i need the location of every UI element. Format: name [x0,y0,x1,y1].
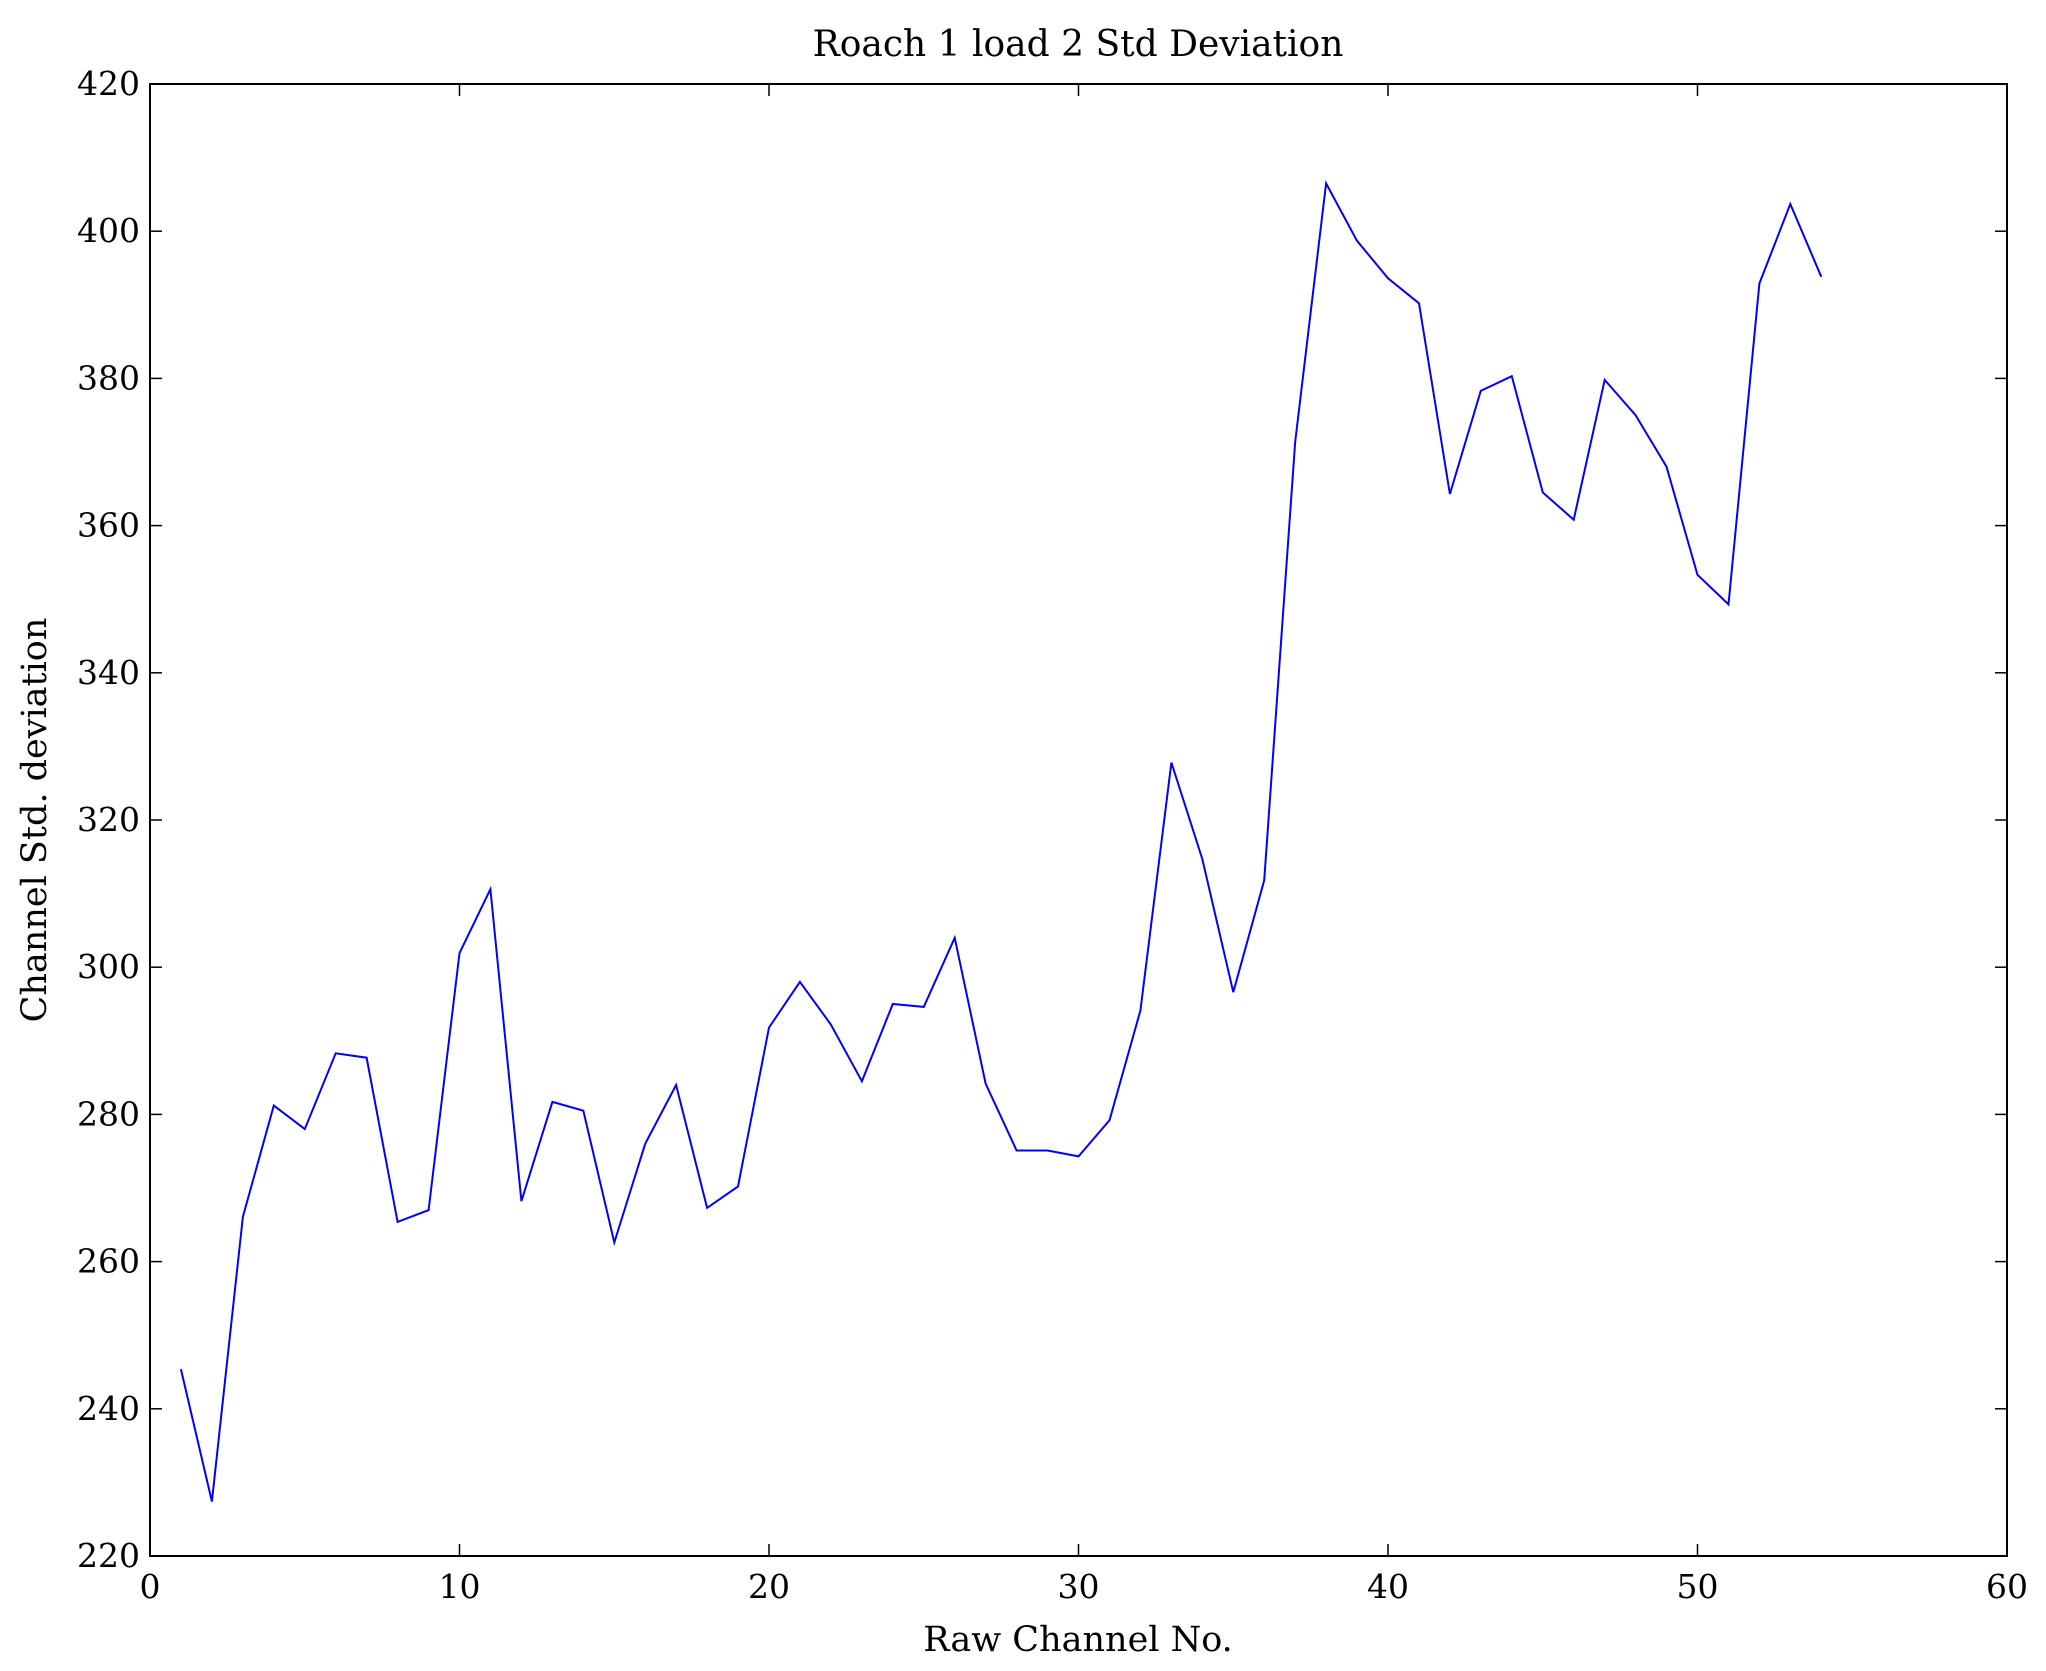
y-tick-label: 420 [77,64,140,103]
x-tick-label: 50 [1677,1567,1719,1606]
y-tick-label: 280 [77,1094,140,1133]
x-tick-label: 40 [1367,1567,1409,1606]
tick-labels: 0 10 20 30 40 50 60 220 240 260 280 300 320 340 360 380… [77,64,2028,1606]
axis-ticks [149,83,2008,1557]
y-tick-label: 360 [77,506,140,545]
y-tick-label: 400 [77,211,140,250]
y-axis-label: Channel Std. deviation [15,618,55,1023]
series-line [179,180,1823,1502]
plot-frame [149,83,2008,1557]
y-tick-label: 220 [77,1536,140,1575]
x-axis-label: Raw Channel No. [923,1620,1233,1660]
chart-title: Roach 1 load 2 Std Deviation [813,24,1344,65]
y-tick-label: 320 [77,800,140,839]
x-tick-label: 60 [1986,1567,2028,1606]
x-tick-label: 20 [748,1567,790,1606]
x-tick-label: 0 [140,1567,161,1606]
y-tick-label: 260 [77,1242,140,1281]
y-tick-label: 380 [77,358,140,397]
y-tick-label: 300 [77,947,140,986]
y-tick-label: 240 [77,1389,140,1428]
y-tick-label: 340 [77,653,140,692]
x-tick-label: 30 [1058,1567,1100,1606]
x-tick-label: 10 [439,1567,481,1606]
